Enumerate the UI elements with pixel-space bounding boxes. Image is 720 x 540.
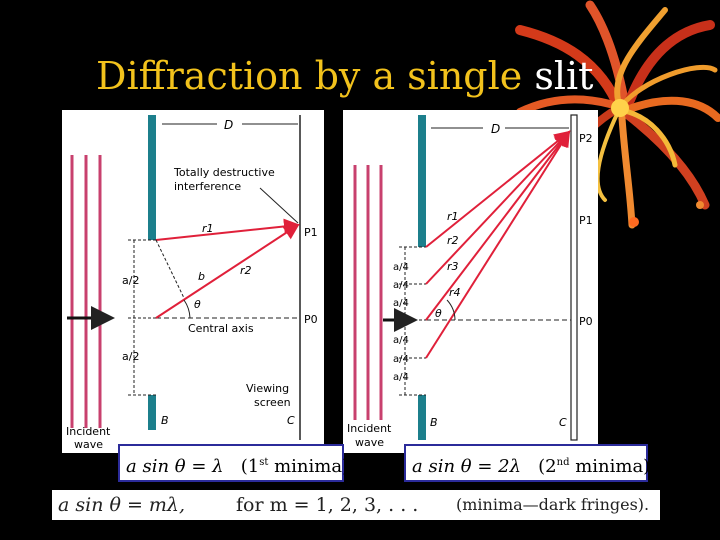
label-r2: r2	[447, 234, 459, 247]
label-P1: P1	[304, 226, 318, 239]
label-central-axis: Central axis	[188, 322, 254, 335]
label-a-quarter: a/4	[393, 335, 409, 346]
label-viewing-1: Viewing	[246, 382, 289, 395]
label-destructive-1: Totally destructive	[173, 166, 275, 179]
label-theta: θ	[435, 307, 442, 320]
single-slit-diagram-first-minimum: D a/2 a/2 Central axis Totally destructi…	[62, 110, 324, 453]
label-r1: r1	[202, 222, 214, 235]
ray-r4	[425, 130, 571, 359]
equation-order: (2	[538, 456, 557, 477]
ray-r2	[425, 130, 571, 285]
label-D: D	[491, 122, 500, 136]
label-a-quarter: a/4	[393, 262, 409, 273]
general-minima-formula: a sin θ = mλ, for m = 1, 2, 3, . . . (mi…	[52, 490, 660, 520]
formula-note: (minima—dark fringes).	[456, 495, 650, 514]
ray-r1	[425, 130, 571, 248]
label-theta: θ	[194, 298, 201, 311]
single-slit-diagram-second-minimum: D a/4 a/4 a/4 a/4 a/4 a/4 r1 r2 r3 r4 θ …	[343, 110, 598, 453]
label-a-quarter: a/4	[393, 354, 409, 365]
title-main: Diffraction by a single	[96, 54, 535, 98]
ray-r2	[155, 223, 300, 319]
viewing-screen	[570, 114, 578, 441]
equation-order-suffix: nd	[556, 457, 570, 468]
label-P1: P1	[579, 214, 593, 227]
formula-text: a sin θ = mλ,	[58, 494, 186, 516]
label-a-quarter: a/4	[393, 298, 409, 309]
formula-condition: for m = 1, 2, 3, . . .	[236, 494, 419, 516]
label-r2: r2	[240, 264, 252, 277]
label-B: B	[161, 414, 169, 427]
ray-r1	[155, 218, 300, 241]
label-a-half-bottom: a/2	[122, 350, 139, 363]
label-incident-2: wave	[355, 436, 384, 449]
label-r1: r1	[447, 210, 459, 223]
label-a-half-top: a/2	[122, 274, 139, 287]
label-r3: r3	[447, 260, 459, 273]
label-P0: P0	[304, 313, 318, 326]
equation-order-suffix: st	[259, 457, 269, 468]
label-P0: P0	[579, 315, 593, 328]
label-D: D	[224, 118, 233, 132]
title-slit: slit	[534, 54, 594, 98]
label-incident-1: Incident	[66, 425, 111, 438]
label-incident-1: Incident	[347, 422, 392, 435]
barrier-top	[148, 115, 156, 240]
equation-first-minimum: a sin θ = λ (1st minima)	[118, 444, 349, 482]
path-difference-b	[155, 239, 185, 299]
equation-minima: minima)	[569, 456, 651, 477]
label-r4: r4	[449, 286, 461, 299]
equation-minima: minima)	[268, 456, 350, 477]
equation-order: (1	[240, 456, 260, 477]
page-title: Diffraction by a single slit	[96, 52, 593, 100]
label-destructive-2: interference	[174, 180, 241, 193]
label-C: C	[559, 416, 567, 429]
label-a-quarter: a/4	[393, 372, 409, 383]
equation-formula: a sin θ = 2λ	[412, 456, 521, 477]
barrier-bottom	[148, 395, 156, 430]
equation-second-minimum: a sin θ = 2λ (2nd minima)	[404, 444, 651, 482]
label-P2: P2	[579, 132, 593, 145]
label-b: b	[198, 270, 205, 283]
equation-formula: a sin θ = λ	[126, 456, 224, 477]
label-C: C	[287, 414, 295, 427]
label-a-quarter: a/4	[393, 280, 409, 291]
label-B: B	[430, 416, 438, 429]
label-viewing-2: screen	[254, 396, 291, 409]
label-incident-2: wave	[74, 438, 103, 451]
ray-r3	[425, 130, 571, 321]
